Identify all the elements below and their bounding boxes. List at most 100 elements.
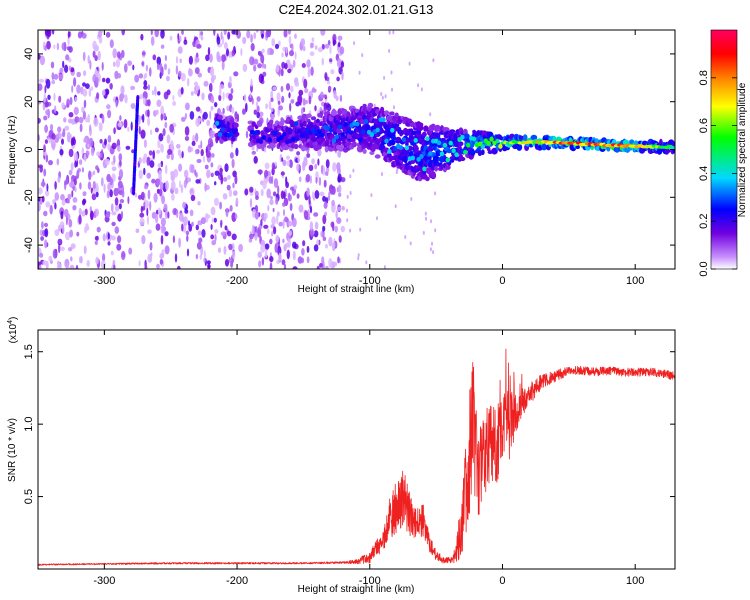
spectrogram-ridge-blob (355, 121, 360, 127)
spectrogram-noise-blob (105, 77, 111, 84)
spectrogram-signal-blob (516, 143, 523, 151)
spectrogram-noise-blob (301, 107, 304, 116)
spectrogram-noise-blob (250, 34, 253, 43)
spectrogram-noise-blob (210, 234, 215, 240)
spectrogram-noise-blob (171, 193, 175, 201)
spectrogram-noise-blob (121, 189, 125, 198)
spectrogram-noise-blob (321, 256, 325, 265)
spectrogram-noise-blob (203, 80, 209, 87)
spectrogram-noise-blob (143, 85, 148, 90)
spectrogram-noise-blob (222, 177, 228, 182)
spectrogram-noise-blob (255, 30, 259, 33)
spectrogram-noise-blob (275, 197, 279, 205)
spectrogram-noise-blob (159, 71, 162, 79)
spectrogram-noise-blob (178, 163, 183, 172)
spectrogram-signal-blob (256, 142, 263, 149)
spectrogram-signal-blob (351, 141, 357, 148)
spectrogram-noise-blob (337, 167, 341, 175)
spectrogram-noise-blob (38, 187, 43, 195)
spectrogram-noise-blob (138, 157, 142, 164)
spectrogram-noise-blob (310, 66, 314, 76)
spectrogram-signal-blob (459, 156, 466, 162)
spectrogram-noise-blob (120, 210, 124, 219)
spectrogram-noise-blob (281, 157, 284, 162)
spectrogram-noise-blob (51, 133, 56, 140)
spectrogram-noise-blob (303, 210, 309, 220)
spectrogram-noise-blob (231, 30, 236, 35)
spectrogram-noise-blob (180, 184, 184, 194)
spectrogram-noise-blob (313, 244, 319, 252)
spectrogram-signal-blob (306, 113, 312, 118)
spectrogram-noise-blob (298, 89, 304, 96)
spectrogram-noise-blob (198, 117, 202, 122)
spectrogram-noise-blob (113, 264, 116, 269)
spectrogram-ridge-blob (220, 127, 226, 133)
spectrogram-noise-blob (54, 192, 60, 201)
spectrogram-signal-blob (379, 129, 385, 134)
spectrogram-noise-blob (142, 113, 145, 123)
colorbar-tick-label: 0.2 (698, 214, 710, 229)
snr-series-line (38, 348, 675, 566)
spectrogram-noise-blob (154, 86, 157, 96)
spectrogram-signal-blob (317, 113, 322, 118)
spectrogram-noise-blob (79, 123, 83, 133)
spectrogram-noise-blob (203, 250, 206, 259)
spectrogram-signal-blob (424, 139, 431, 146)
spectrogram-noise-blob (38, 164, 43, 169)
spectrogram-signal-blob (287, 128, 293, 136)
spectrogram-noise-blob (266, 48, 270, 56)
spectrogram-noise-blob (140, 33, 144, 41)
spectrogram-noise-blob (272, 207, 275, 213)
spectrogram-noise-blob (118, 169, 124, 179)
x-tick-label: -200 (226, 275, 248, 287)
spectrogram-noise-blob (306, 256, 310, 264)
spectrogram-noise-blob (123, 119, 128, 129)
spectrogram-noise-blob (121, 30, 125, 36)
spectrogram-noise-blob (138, 126, 141, 135)
spectrogram-noise-blob (63, 117, 67, 123)
spectrogram-noise-blob (117, 213, 122, 222)
spectrogram-noise-blob (99, 139, 103, 144)
spectrogram-noise-blob (340, 61, 345, 68)
spectrogram-ridge-blob (486, 140, 491, 146)
spectrogram-ridge-blob (217, 132, 223, 137)
spectrogram-noise-blob (306, 59, 311, 68)
spectrogram-noise-blob (214, 229, 219, 234)
spectrogram-noise-blob (302, 97, 306, 106)
spectrogram-noise-blob (200, 31, 204, 36)
spectrogram-noise-blob (274, 161, 277, 167)
spectrogram-noise-blob (420, 87, 423, 92)
spectrogram-noise-blob (141, 235, 146, 245)
spectrogram-noise-blob (267, 228, 270, 235)
spectrogram-noise-blob (264, 212, 268, 220)
spectrogram-noise-blob (359, 227, 362, 232)
spectrogram-noise-blob (314, 190, 320, 199)
spectrogram-noise-blob (233, 190, 238, 196)
spectrogram-noise-blob (319, 107, 323, 112)
spectrogram-noise-blob (143, 153, 148, 160)
spectrogram-noise-blob (308, 194, 311, 205)
spectrogram-noise-blob (339, 94, 343, 102)
spectrogram-ridge-blob (401, 137, 407, 143)
spectrogram-noise-blob (429, 247, 432, 252)
spectrogram-noise-blob (53, 44, 56, 50)
spectrogram-noise-blob (68, 148, 74, 158)
spectrogram-noise-blob (200, 217, 206, 225)
spectrogram-signal-blob (269, 119, 274, 125)
spectrogram-noise-blob (373, 103, 376, 108)
spectrogram-noise-blob (332, 241, 336, 249)
spectrogram-noise-blob (167, 68, 171, 75)
spectrogram-noise-blob (43, 168, 47, 177)
spectrogram-noise-blob (221, 60, 225, 71)
spectrogram-noise-blob (59, 67, 64, 73)
spectrogram-noise-blob (210, 206, 216, 216)
spectrogram-y-ticks: -40 -20 0 20 40 (23, 48, 675, 253)
spectrogram-ridge-blob (360, 129, 366, 135)
spectrogram-noise-blob (102, 233, 106, 242)
spectrogram-noise-blob (186, 234, 189, 242)
spectrogram-noise-blob (296, 193, 300, 199)
spectrogram-noise-blob (258, 260, 262, 268)
spectrogram-noise-blob (138, 260, 141, 267)
spectrogram-ridge-blob (232, 129, 237, 135)
